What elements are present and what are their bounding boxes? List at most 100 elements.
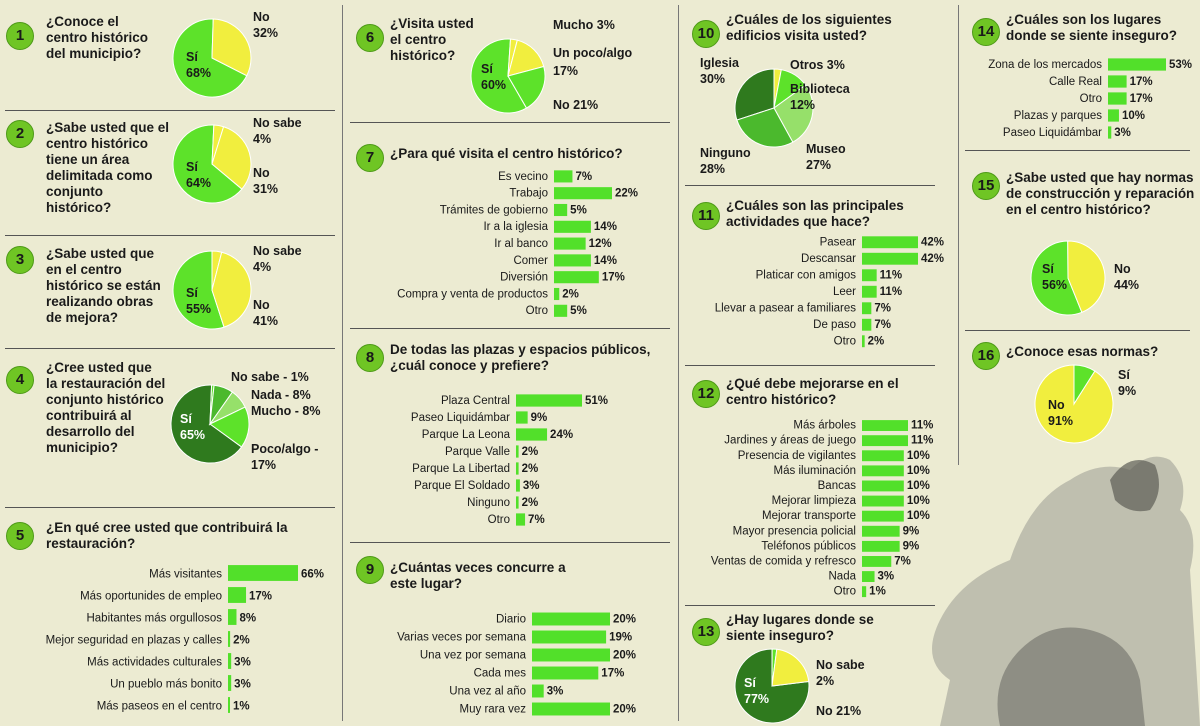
q9-category-label: Diario: [496, 614, 526, 626]
q9-bar: [532, 666, 599, 680]
q4-slice-s-: [170, 384, 243, 464]
q12-category-label: Nada: [829, 571, 857, 583]
q7-number: 7: [356, 144, 384, 172]
q1-pie-chart: [172, 18, 252, 98]
q14-category-label: Calle Real: [1049, 76, 1102, 88]
q16-number: 16: [972, 342, 1000, 370]
q8-value-label: 24%: [550, 429, 573, 441]
q10-biblioteca-label: Biblioteca: [790, 82, 850, 96]
q16-si-pct: 9%: [1118, 384, 1137, 398]
q14-value-label: 17%: [1130, 76, 1153, 88]
q3-question: ¿Sabe usted que en el centro histórico s…: [46, 246, 161, 325]
q8-category-label: Parque El Soldado: [414, 480, 510, 492]
q2-number: 2: [6, 120, 34, 148]
q8-category-label: Parque La Leona: [422, 429, 511, 441]
q12-value-label: 11%: [911, 420, 933, 432]
q12-value-label: 9%: [903, 525, 920, 537]
q5-number: 5: [6, 522, 34, 550]
q11-bar: [862, 269, 877, 282]
q9-bar: [532, 612, 610, 626]
q12-category-label: Más iluminación: [774, 465, 856, 477]
q11-category-label: Leer: [833, 286, 856, 298]
q13-number: 13: [692, 618, 720, 646]
q10-museo-label: Museo: [806, 142, 846, 156]
q12-value-label: 10%: [907, 510, 930, 522]
q11-question: ¿Cuáles son las principales actividades …: [726, 198, 904, 229]
q2-si-pct: 64%: [186, 176, 212, 190]
q9-category-label: Una vez por semana: [420, 650, 527, 662]
q12-value-label: 11%: [911, 435, 933, 447]
q4-slice-poco-algo: [209, 406, 250, 448]
q3-si-pct: 55%: [186, 302, 212, 316]
q10-slice-iglesia: [734, 68, 775, 121]
q12-category-label: Teléfonos públicos: [761, 540, 856, 552]
q15-no-label: No: [1114, 262, 1131, 276]
q4-question: ¿Cree usted que la restauración del conj…: [46, 360, 166, 455]
q12-category-label: Bancas: [818, 480, 857, 492]
q1-slice-no: [211, 18, 252, 77]
q14-value-label: 10%: [1122, 110, 1145, 122]
q12-value-label: 9%: [903, 540, 920, 552]
q12-bar: [862, 540, 900, 552]
q5-category-label: Mejor seguridad en plazas y calles: [46, 634, 223, 646]
q3-number: 3: [6, 246, 34, 274]
q14-value-label: 53%: [1169, 59, 1192, 71]
q5-value-label: 3%: [234, 678, 251, 690]
q8-bar: [516, 496, 519, 509]
q3-no-pct: 41%: [253, 314, 279, 328]
q1-si-pct: 68%: [186, 66, 212, 80]
q9-value-label: 20%: [613, 614, 636, 626]
q8-value-label: 7%: [528, 514, 545, 526]
q10-slice-museo: [773, 84, 814, 143]
q16-slice-no: [1034, 364, 1114, 444]
q5-category-label: Más actividades culturales: [87, 656, 222, 668]
q3-slice-no: [211, 251, 252, 328]
q5-value-label: 1%: [233, 700, 250, 712]
q11-category-label: Platicar con amigos: [756, 270, 857, 282]
q7-bar: [554, 170, 573, 183]
q5-bar: [228, 653, 232, 669]
q12-value-label: 1%: [869, 586, 886, 598]
q7-question: ¿Para qué visita el centro histórico?: [390, 146, 623, 161]
q2-si-label: Sí: [186, 160, 198, 174]
q10-iglesia-pct: 30%: [700, 72, 726, 86]
q13-pie-chart: [734, 648, 810, 724]
q12-question: ¿Qué debe mejorarse en el centro históri…: [726, 376, 899, 407]
q9-value-label: 17%: [601, 668, 624, 680]
q9-bar: [532, 630, 607, 644]
q12-bar: [862, 525, 900, 537]
q2-question: ¿Sabe usted que el centro histórico tien…: [46, 120, 170, 215]
q5-value-label: 2%: [233, 634, 250, 646]
q4-poco-label: Poco/algo -: [251, 442, 319, 456]
q9-value-label: 20%: [613, 650, 636, 662]
q14-question: ¿Cuáles son los lugares donde se siente …: [1006, 12, 1178, 43]
q14-bar-chart: Zona de los mercados 53% Calle Real 17% Otro…: [988, 58, 1192, 139]
q12-value-label: 7%: [894, 555, 911, 567]
q2-slice-no: [211, 126, 252, 190]
q8-value-label: 51%: [585, 395, 608, 407]
q3-slice-s-: [172, 250, 225, 330]
q10-biblioteca-pct: 12%: [790, 98, 816, 112]
q7-bar: [554, 203, 568, 217]
q5-category-label: Un pueblo más bonito: [110, 678, 222, 690]
q5-bar: [228, 697, 230, 713]
q7-bar: [554, 271, 599, 284]
q7-category-label: Trámites de gobierno: [440, 204, 548, 216]
q3-no-label: No: [253, 298, 270, 312]
q4-nada-label: Nada - 8%: [251, 388, 311, 402]
q12-bar: [862, 480, 904, 492]
q5-category-label: Habitantes más orgullosos: [86, 612, 222, 624]
q12-bar: [862, 556, 892, 567]
q8-value-label: 2%: [522, 463, 539, 475]
q7-value-label: 7%: [575, 171, 592, 183]
q6-slice-s-: [470, 38, 528, 114]
q7-value-label: 22%: [615, 188, 638, 200]
q11-category-label: Pasear: [820, 237, 857, 249]
q9-category-label: Una vez al año: [449, 686, 526, 698]
q11-value-label: 11%: [880, 286, 902, 298]
q11-bar: [862, 252, 918, 265]
q12-bar-chart: Más árboles 11% Jardines y áreas de juego 1…: [711, 420, 934, 598]
q1-slice-s-: [172, 18, 248, 98]
q8-category-label: Parque La Libertad: [412, 463, 510, 475]
q16-no-label: No: [1048, 398, 1065, 412]
